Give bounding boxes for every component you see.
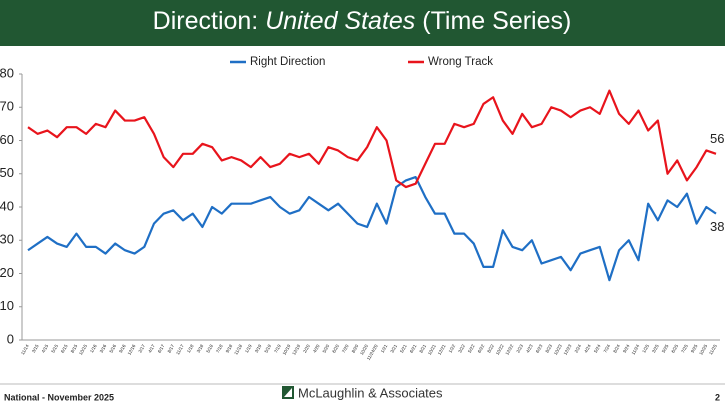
x-tick-label: 6/17 [157,343,166,354]
x-tick-label: 7/24 [603,343,612,354]
y-tick-label: 50 [0,165,14,180]
x-tick-label: 5/24 [593,343,602,354]
legend-label: Right Direction [250,56,325,68]
x-tick-label: 2/17 [137,343,146,354]
x-tick-label: 3/16 [99,343,108,354]
y-tick-label: 30 [0,232,14,247]
x-tick-label: 1/21 [380,343,389,354]
x-tick-label: 8/24 [612,343,621,354]
x-tick-label: 10/25 [698,343,708,356]
x-tick-label: 4/23 [525,343,534,354]
x-tick-label: 3/18 [196,343,205,354]
x-tick-label: 11/24 [631,343,641,355]
x-tick-label: 9/25 [690,343,699,354]
data-label: 38 [710,219,724,234]
x-tick-label: 10/15 [78,343,88,356]
x-tick-label: 6/23 [535,343,544,354]
x-tick-label: 3/22 [457,343,466,354]
x-tick-label: 5/18 [205,343,214,354]
x-tick-label: 8/22 [486,343,495,354]
x-tick-label: 6/15 [60,343,69,354]
series-line [27,89,717,189]
y-tick-label: 0 [7,331,14,346]
x-tick-label: 10/22 [495,343,505,356]
x-tick-label: 8/21 [418,343,427,354]
x-tick-label: 7/25 [680,343,689,354]
y-tick-label: 80 [0,65,14,80]
x-tick-label: 5/16 [108,343,117,354]
x-tick-label: 12/16 [127,343,137,356]
x-tick-label: 6/22 [477,343,486,354]
brand-logo-mark [284,388,292,397]
x-tick-label: 1/22 [448,343,457,354]
x-tick-label: 12/19 [291,343,301,356]
x-tick-label: 4/17 [147,343,156,354]
x-tick-label: 12/21 [437,343,447,356]
x-tick-label: 2/23 [515,343,524,354]
x-tick-label: 2/24 [574,343,583,354]
x-tick-label: 5/21 [399,343,408,354]
footer-left: National - November 2025 [4,392,114,402]
title-start: Direction: [153,7,259,35]
x-tick-label: 7/20 [341,343,350,354]
x-tick-label: 2/20 [302,343,311,354]
x-tick-label: 5/25 [661,343,670,354]
x-tick-label: 12/23 [563,343,573,356]
x-tick-label: 9/24 [622,343,631,354]
x-tick-label: 8/17 [167,343,176,354]
x-tick-label: 3/25 [651,343,660,354]
footer-brand: McLaughlin & Associates [298,385,443,400]
x-tick-label: 3/21 [389,343,398,354]
title-end: (Time Series) [422,7,571,35]
y-tick-label: 20 [0,265,14,280]
x-tick-label: 9/16 [118,343,127,354]
x-tick-label: 1/19 [244,343,253,354]
x-tick-label: 6/21 [409,343,418,354]
chart-title: Direction: United States (Time Series) [153,7,572,35]
x-tick-label: 10/23 [553,343,563,356]
title-banner [0,0,725,46]
title-italic: United States [265,7,415,35]
x-tick-label: 10/19 [282,343,292,356]
x-tick-label: 5/20 [322,343,331,354]
x-tick-label: 3/15 [31,343,40,354]
x-tick-label: 5/22 [467,343,476,354]
x-tick-label: 10/21 [427,343,437,356]
series-line [27,175,717,282]
x-tick-label: 7/18 [215,343,224,354]
x-tick-label: 3/19 [254,343,263,354]
x-tick-label: 8/15 [70,343,79,354]
legend-label: Wrong Track [428,56,493,68]
x-tick-label: 12/22 [504,343,514,356]
x-tick-label: 8/20 [351,343,360,354]
x-tick-label: 11/18 [233,343,243,355]
x-tick-label: 9/18 [225,343,234,354]
x-tick-label: 1/25 [641,343,650,354]
page-number: 2 [715,392,720,402]
x-tick-label: 6/25 [670,343,679,354]
y-tick-label: 70 [0,99,14,114]
y-tick-label: 10 [0,298,14,313]
y-tick-label: 40 [0,198,14,213]
x-tick-label: 1/16 [89,343,98,354]
x-tick-label: 7/19 [273,343,282,354]
x-tick-label: 4/24 [583,343,592,354]
x-tick-label: 4/20 [312,343,321,354]
x-tick-label: 11/14 [20,343,30,355]
x-tick-label: 4/15 [41,343,50,354]
x-tick-label: 11/17 [175,343,185,355]
x-tick-label: 8/23 [544,343,553,354]
x-tick-label: 5/19 [263,343,272,354]
x-tick-label: 6/20 [331,343,340,354]
data-label: 56 [710,131,724,146]
x-tick-label: 1/18 [186,343,195,354]
x-tick-label: 10/20 [359,343,369,356]
x-tick-label: 5/15 [50,343,59,354]
y-tick-label: 60 [0,132,14,147]
x-tick-label: 11/25 [708,343,718,355]
